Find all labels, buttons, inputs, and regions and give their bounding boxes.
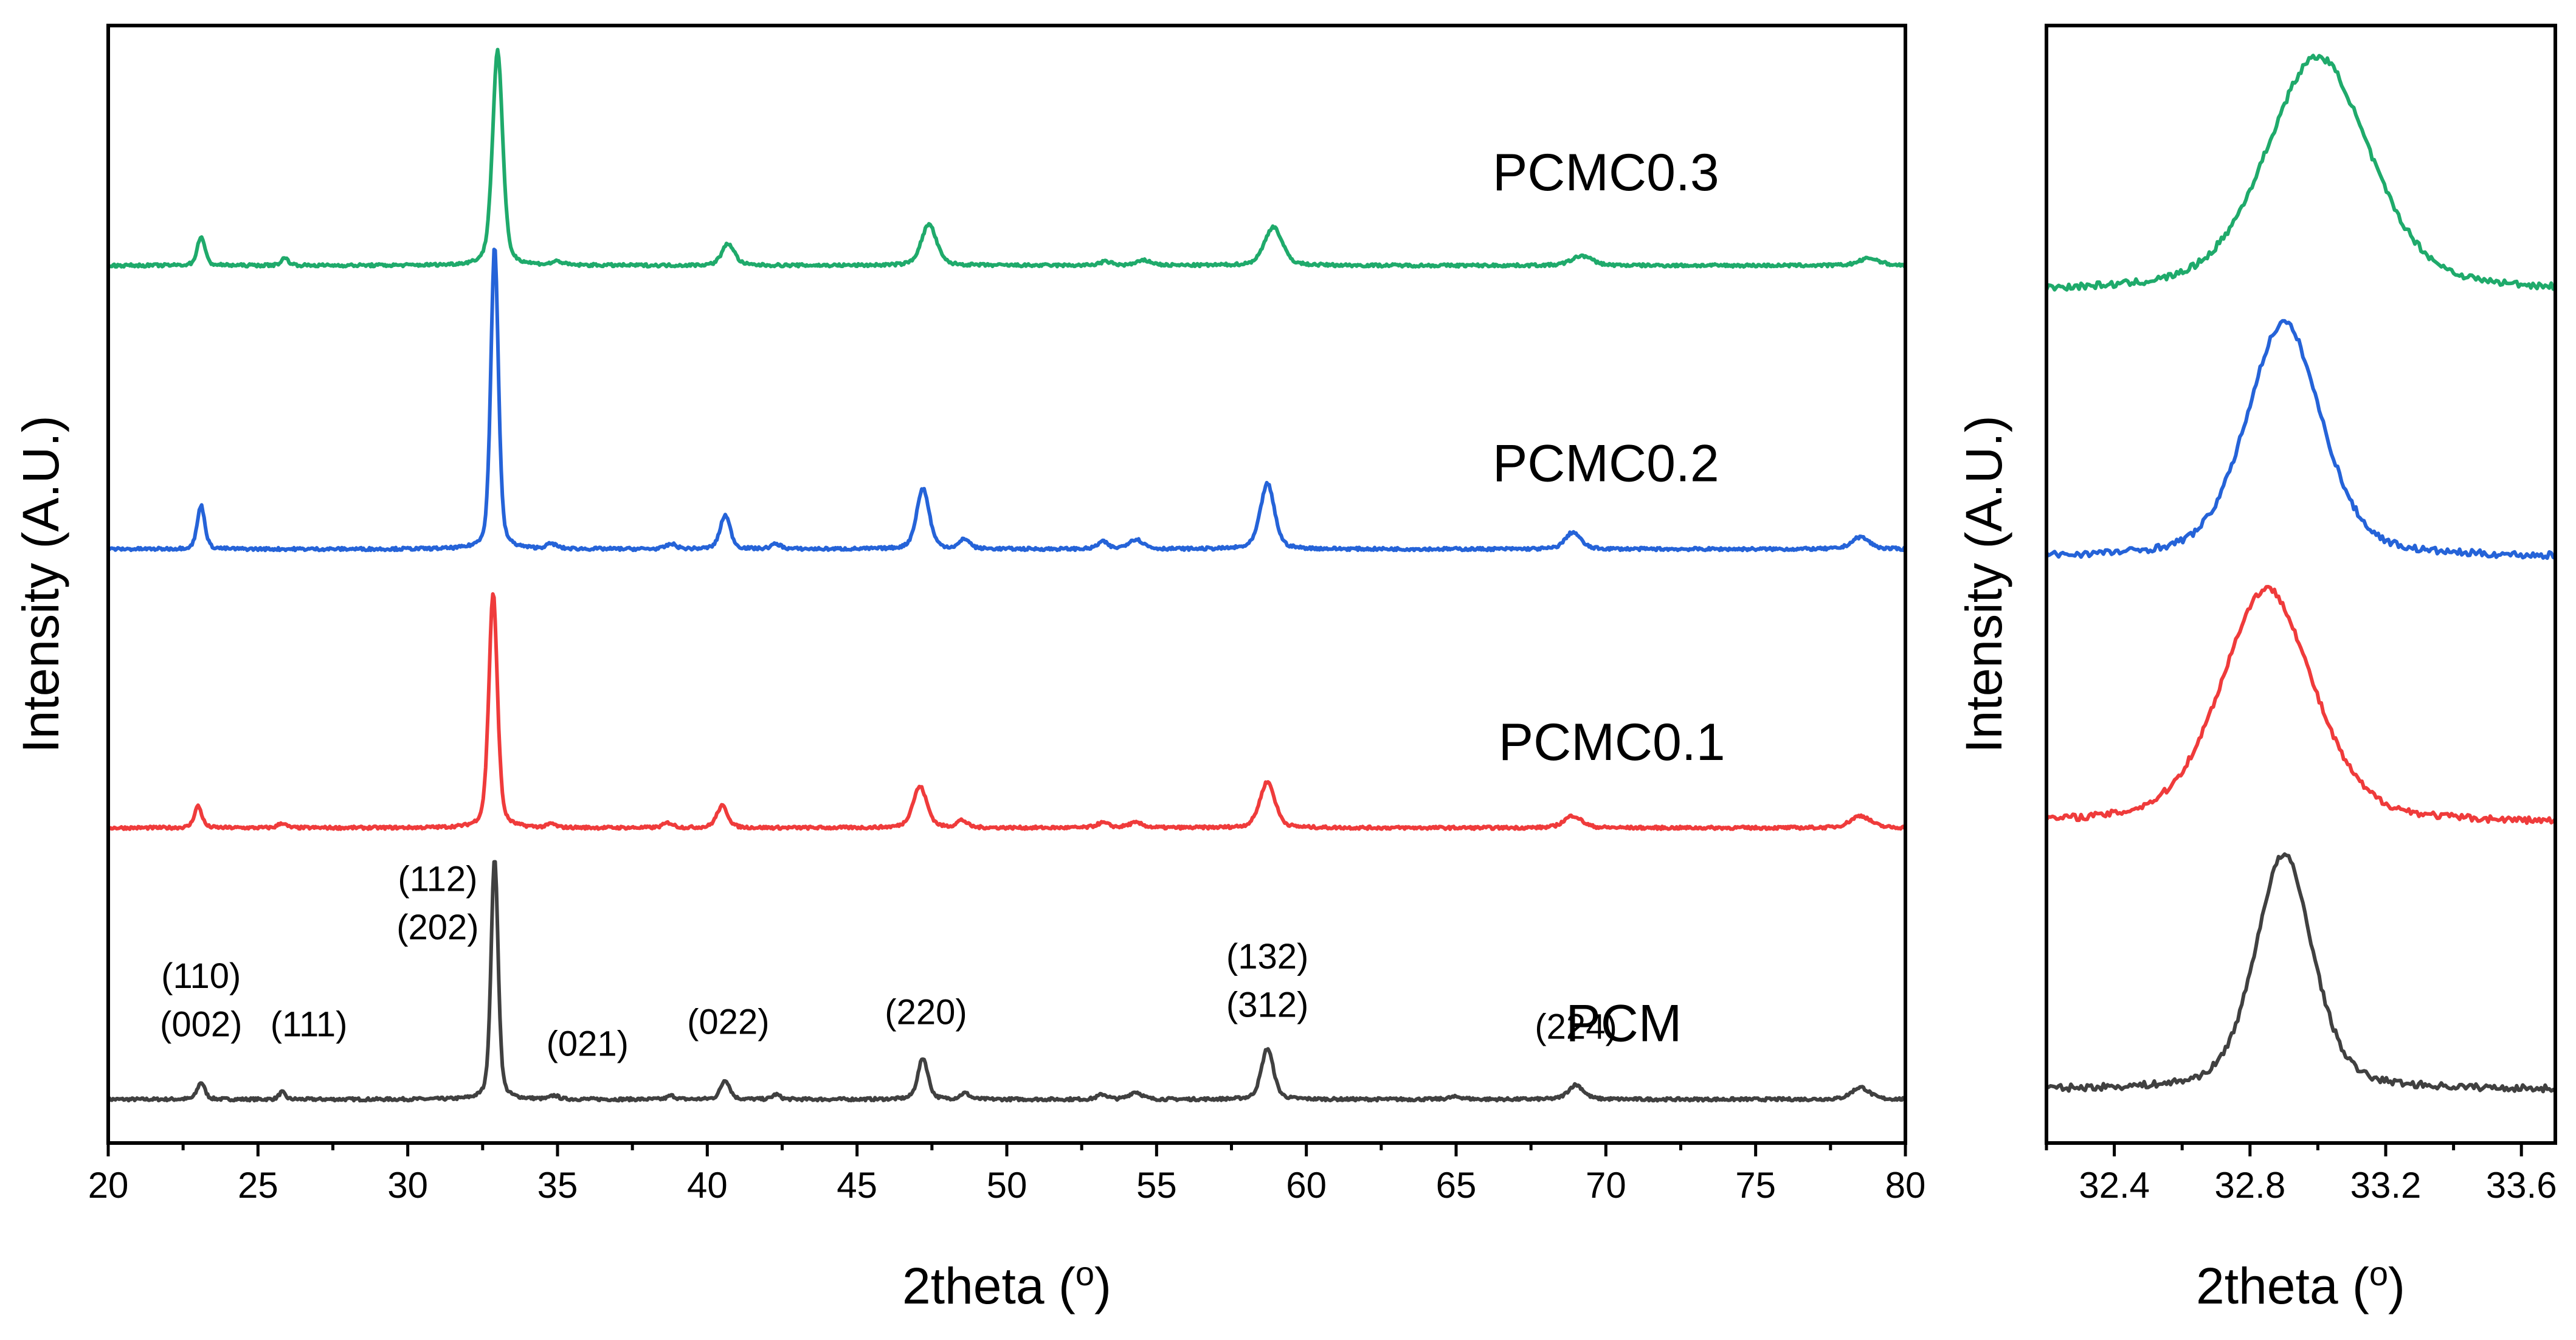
x-tick-label: 35 xyxy=(537,1165,578,1206)
main-xrd-panel: (110) (002) (111) (112) (202) (021) (022) (220)… xyxy=(12,24,1926,1314)
series-label-pcmc01: PCMC0.1 xyxy=(1499,713,1725,772)
x-tick-label: 20 xyxy=(88,1165,129,1206)
zoom-y-axis-title: Intensity (A.U.) xyxy=(1955,415,2012,753)
zoom-x-tick-label: 32.4 xyxy=(2079,1165,2150,1206)
x-tick-label: 55 xyxy=(1136,1165,1177,1206)
x-tick-label: 65 xyxy=(1436,1165,1477,1206)
series-label-pcm: PCM xyxy=(1566,995,1682,1053)
hkl-annotations: (110) (002) (111) (112) (202) (021) (022) (220)… xyxy=(160,859,1617,1063)
x-tick-label: 60 xyxy=(1286,1165,1327,1206)
hkl-label: (022) xyxy=(687,1003,769,1042)
zoom-trace-pcmc02 xyxy=(2045,319,2557,560)
hkl-label: (112) xyxy=(398,859,477,899)
zoom-xrd-panel: 32.4 32.8 33.2 33.6 2theta (o) Intensity (A… xyxy=(1955,24,2557,1314)
hkl-label: (132) xyxy=(1226,937,1308,976)
hkl-label: (202) xyxy=(396,908,478,947)
main-y-axis-title: Intensity (A.U.) xyxy=(12,415,69,753)
hkl-label: (111) xyxy=(271,1005,348,1045)
series-label-pcmc02: PCMC0.2 xyxy=(1493,435,1719,493)
main-traces xyxy=(106,47,1907,1103)
hkl-label: (110) xyxy=(161,956,241,996)
x-tick-label: 80 xyxy=(1885,1165,1926,1206)
zoom-trace-pcmc03 xyxy=(2045,54,2557,292)
hkl-label: (021) xyxy=(547,1024,629,1063)
zoom-x-ticks: 32.4 32.8 33.2 33.6 xyxy=(2045,1143,2557,1206)
zoom-x-axis-title: 2theta (o) xyxy=(2196,1254,2405,1314)
trace-pcm xyxy=(106,860,1907,1103)
series-label-pcmc03: PCMC0.3 xyxy=(1493,143,1719,202)
zoom-trace-pcmc01 xyxy=(2045,585,2557,825)
x-tick-label: 70 xyxy=(1586,1165,1626,1206)
hkl-label: (224) xyxy=(1535,1007,1617,1047)
x-tick-label: 75 xyxy=(1735,1165,1776,1206)
x-tick-label: 45 xyxy=(837,1165,877,1206)
main-x-axis-title: 2theta (o) xyxy=(902,1254,1111,1314)
x-tick-label: 40 xyxy=(687,1165,728,1206)
hkl-label: (002) xyxy=(160,1005,242,1045)
zoom-x-tick-label: 32.8 xyxy=(2214,1165,2285,1206)
zoom-x-tick-label: 33.2 xyxy=(2350,1165,2422,1206)
zoom-axes-frame xyxy=(2045,24,2557,1145)
x-tick-label: 50 xyxy=(987,1165,1027,1206)
trace-pcmc01 xyxy=(106,592,1907,831)
main-x-ticks: 20 25 30 35 40 45 50 55 60 65 70 75 80 xyxy=(88,1143,1926,1206)
x-tick-label: 30 xyxy=(387,1165,428,1206)
zoom-trace-pcm xyxy=(2045,852,2557,1094)
zoom-traces xyxy=(2045,54,2557,1094)
x-tick-label: 25 xyxy=(238,1165,278,1206)
hkl-label: (312) xyxy=(1226,986,1308,1025)
zoom-x-tick-label: 33.6 xyxy=(2486,1165,2557,1206)
trace-pcmc02 xyxy=(106,247,1907,553)
hkl-label: (220) xyxy=(885,993,967,1032)
trace-pcmc03 xyxy=(106,47,1907,269)
series-labels: PCM PCMC0.1 PCMC0.2 PCMC0.3 xyxy=(1493,143,1725,1052)
